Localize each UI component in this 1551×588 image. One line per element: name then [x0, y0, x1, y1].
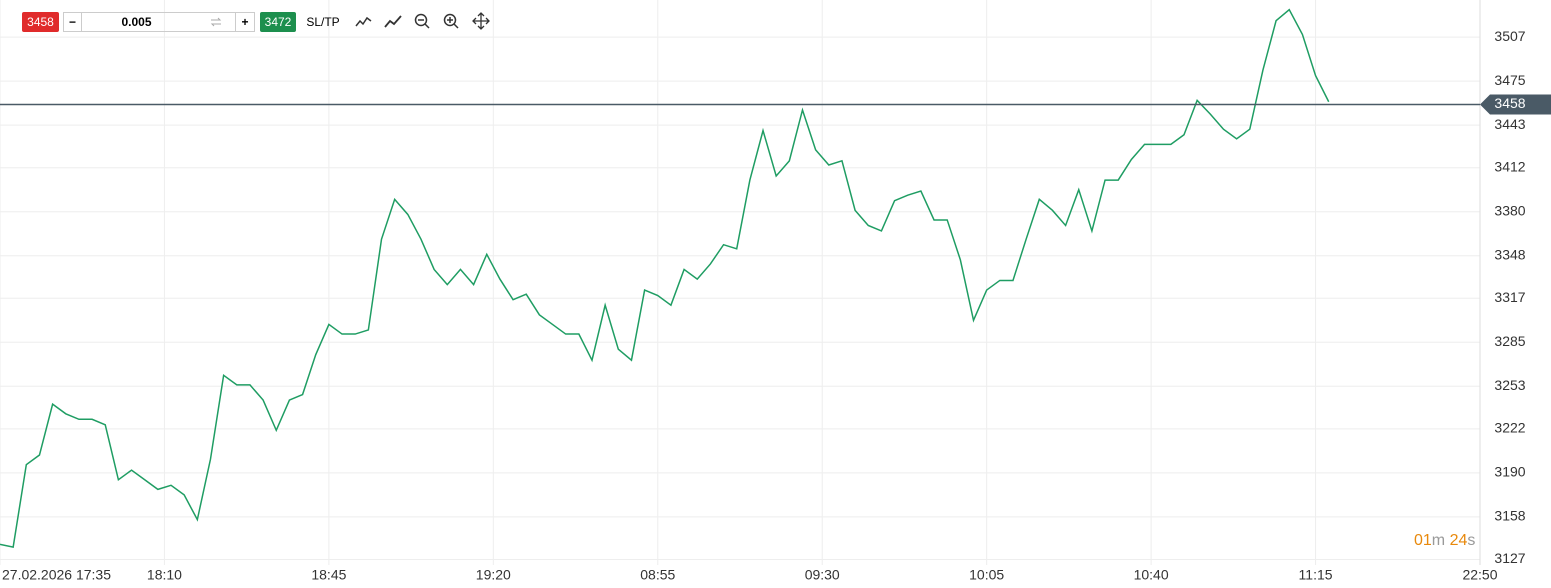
x-tick-label: 18:10 [147, 567, 182, 583]
y-tick-label: 3475 [1494, 72, 1525, 88]
x-tick-label: 11:15 [1299, 567, 1333, 583]
x-tick-label: 09:30 [805, 567, 840, 583]
y-tick-label: 3190 [1494, 464, 1525, 480]
plus-button[interactable]: + [235, 12, 254, 32]
minus-button[interactable]: − [64, 12, 82, 32]
candle-timer: 01m 24s [1414, 532, 1475, 550]
x-tick-label: 22:50 [1462, 567, 1497, 583]
buy-button[interactable]: 3472 [260, 12, 296, 32]
y-tick-label: 3317 [1494, 289, 1525, 305]
price-line [0, 8, 1330, 549]
sell-button[interactable]: 3458 [22, 12, 59, 32]
x-tick-label: 10:05 [969, 567, 1004, 583]
y-tick-label: 3507 [1494, 28, 1525, 44]
y-tick-label: 3443 [1494, 116, 1525, 132]
current-price-tag [1480, 94, 1551, 115]
y-tick-label: 3253 [1494, 377, 1525, 393]
y-tick-label: 3158 [1494, 508, 1525, 524]
y-tick-label: 3222 [1494, 420, 1525, 436]
timer-minutes: 01 [1414, 532, 1432, 549]
timer-m: m [1431, 532, 1446, 549]
volume-input[interactable]: 0.005 [121, 15, 152, 29]
y-tick-label: 3380 [1494, 202, 1525, 218]
y-tick-label: 3127 [1494, 550, 1525, 566]
sltp-button[interactable]: SL/TP [306, 15, 340, 29]
volume-box [63, 12, 255, 32]
current-price-label: 3458 [1494, 95, 1525, 111]
timer-s: s [1467, 532, 1476, 549]
timer-seconds: 24 [1449, 532, 1468, 549]
x-tick-label: 27.02.2026 17:35 [2, 567, 111, 583]
x-tick-label: 08:55 [640, 567, 675, 583]
x-tick-label: 19:20 [476, 567, 511, 583]
y-tick-label: 3348 [1494, 246, 1525, 262]
toolbar-icons[interactable] [352, 10, 494, 34]
x-tick-label: 10:40 [1134, 567, 1169, 583]
swap-icon[interactable] [209, 16, 223, 28]
y-tick-label: 3285 [1494, 333, 1525, 349]
y-tick-label: 3412 [1494, 158, 1525, 174]
x-tick-label: 18:45 [311, 567, 346, 583]
